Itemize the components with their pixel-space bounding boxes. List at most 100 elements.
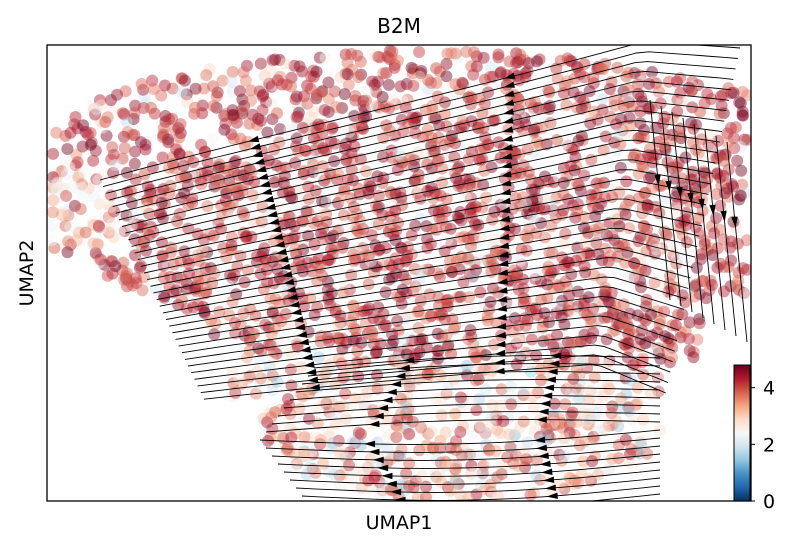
cell-point — [445, 47, 458, 60]
cell-point — [91, 250, 104, 263]
stream-arrow — [385, 388, 397, 396]
cell-point — [484, 478, 497, 491]
cell-point — [227, 377, 240, 390]
cell-point — [634, 130, 647, 143]
cell-point — [509, 192, 522, 204]
cell-point — [547, 176, 560, 189]
cell-point — [578, 71, 591, 84]
cell-point — [352, 71, 365, 84]
cell-point — [400, 407, 413, 420]
streamline — [109, 70, 734, 201]
cell-point — [102, 211, 115, 224]
cell-point — [412, 146, 424, 159]
cell-point — [519, 453, 532, 466]
cell-point — [313, 168, 326, 181]
cell-point — [614, 221, 626, 234]
stream-arrow — [539, 400, 551, 407]
cell-point — [310, 92, 323, 105]
cell-point — [647, 312, 660, 325]
cell-point — [121, 280, 133, 293]
cell-point — [398, 159, 410, 172]
cell-point — [509, 312, 522, 325]
cell-point — [409, 112, 422, 125]
cell-point — [647, 301, 660, 314]
cell-point — [302, 432, 315, 445]
cell-point — [420, 491, 432, 501]
cell-point — [173, 207, 186, 220]
cell-point — [497, 142, 510, 155]
cell-point — [254, 267, 267, 280]
cell-point — [483, 303, 495, 316]
cell-point — [622, 401, 635, 414]
cell-point — [553, 413, 566, 426]
cell-point — [198, 145, 211, 158]
cell-point — [703, 142, 716, 155]
cell-point — [128, 129, 141, 142]
cell-point — [79, 125, 92, 138]
cell-point — [692, 79, 705, 92]
cell-point — [561, 256, 574, 269]
cell-point — [300, 468, 313, 481]
cell-point — [47, 206, 59, 219]
cell-point — [157, 259, 170, 272]
cell-point — [340, 219, 353, 232]
cell-point — [377, 319, 390, 332]
streamline — [178, 286, 684, 347]
cell-point — [84, 138, 97, 151]
cell-point — [323, 335, 336, 348]
cell-point — [438, 96, 451, 109]
cell-point — [604, 110, 617, 123]
x-axis-label: UMAP1 — [366, 512, 433, 534]
cell-point — [466, 145, 478, 158]
cell-point — [608, 234, 621, 246]
cell-point — [505, 168, 518, 181]
cell-point — [491, 471, 504, 484]
cell-point — [71, 122, 84, 135]
cell-point — [402, 429, 415, 442]
cell-point — [137, 102, 150, 114]
cell-point — [602, 155, 615, 168]
cell-point — [595, 273, 608, 286]
cell-point — [566, 406, 579, 419]
cell-point — [653, 318, 666, 331]
cell-point — [516, 191, 529, 204]
cell-point — [252, 342, 265, 355]
cell-point — [218, 109, 231, 122]
cell-point — [559, 259, 571, 272]
cell-point — [361, 386, 374, 399]
cell-point — [263, 424, 275, 437]
cell-point — [341, 56, 354, 69]
cell-point — [117, 256, 130, 269]
cell-point — [678, 215, 691, 227]
cell-point — [650, 243, 663, 256]
cell-point — [448, 151, 461, 163]
cell-point — [613, 220, 626, 233]
cell-point — [584, 413, 597, 426]
cell-point — [577, 407, 590, 420]
cell-point — [467, 46, 480, 59]
cell-point — [475, 479, 488, 492]
cell-point — [663, 75, 675, 88]
cell-point — [511, 56, 524, 69]
cell-point — [405, 229, 418, 242]
cell-point — [178, 187, 191, 200]
cell-point — [464, 203, 477, 216]
cell-point — [563, 471, 576, 484]
cell-point — [517, 292, 530, 305]
cell-point — [664, 283, 677, 296]
cell-point — [588, 105, 601, 118]
cell-point — [240, 232, 253, 244]
cell-point — [125, 248, 138, 261]
cell-point — [484, 253, 497, 266]
cell-point — [166, 82, 179, 95]
cell-point — [669, 319, 682, 332]
cell-point — [270, 159, 283, 172]
cell-point — [456, 76, 469, 89]
cell-point — [47, 220, 58, 232]
cell-point — [517, 385, 530, 398]
cell-point — [240, 161, 253, 174]
cell-point — [359, 165, 372, 178]
cell-point — [290, 111, 303, 124]
cell-point — [570, 160, 583, 173]
cell-point — [556, 294, 568, 307]
